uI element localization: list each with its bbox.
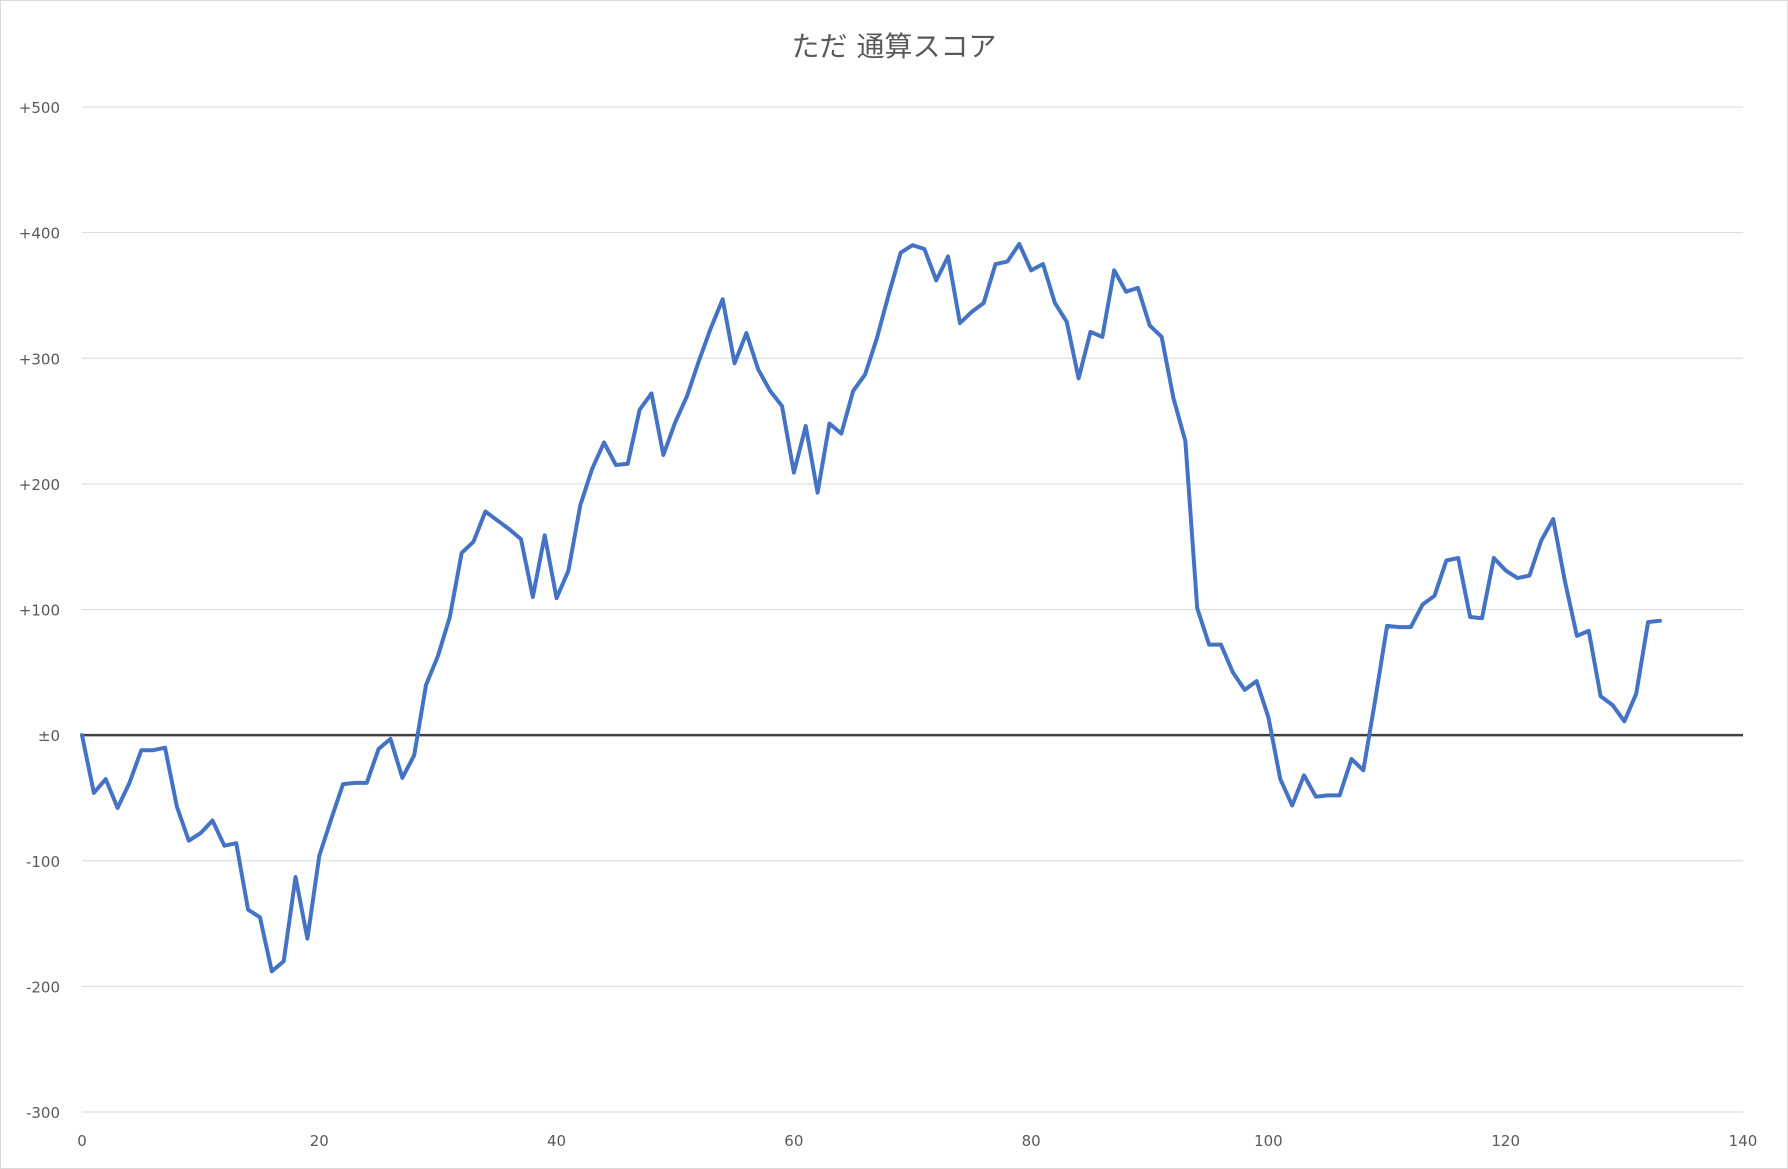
x-tick-label: 120 xyxy=(1491,1132,1520,1150)
y-tick-label: +300 xyxy=(19,350,60,368)
y-tick-label: +500 xyxy=(19,99,60,117)
x-tick-label: 0 xyxy=(77,1132,87,1150)
y-tick-label: -300 xyxy=(26,1104,60,1122)
x-tick-label: 20 xyxy=(310,1132,329,1150)
y-tick-label: +200 xyxy=(19,476,60,494)
chart-title: ただ 通算スコア xyxy=(792,30,997,63)
y-tick-label: ±0 xyxy=(38,727,60,745)
x-tick-label: 80 xyxy=(1022,1132,1041,1150)
gridlines xyxy=(82,106,1743,1113)
y-tick-label: +100 xyxy=(19,602,60,620)
y-tick-label: +400 xyxy=(19,225,60,243)
x-axis-tick-labels: 0 20 40 60 80 100 120 140 xyxy=(77,1132,1757,1150)
x-tick-label: 140 xyxy=(1729,1132,1758,1150)
x-tick-label: 60 xyxy=(784,1132,803,1150)
x-tick-label: 100 xyxy=(1254,1132,1283,1150)
series-group xyxy=(80,241,1662,974)
series-line-0 xyxy=(80,241,1662,974)
y-axis-tick-labels: +500 +400 +300 +200 +100 ±0 -100 -200 -300 xyxy=(19,99,60,1122)
y-tick-label: -200 xyxy=(26,978,60,996)
y-tick-label: -100 xyxy=(26,853,60,871)
x-tick-label: 40 xyxy=(547,1132,566,1150)
